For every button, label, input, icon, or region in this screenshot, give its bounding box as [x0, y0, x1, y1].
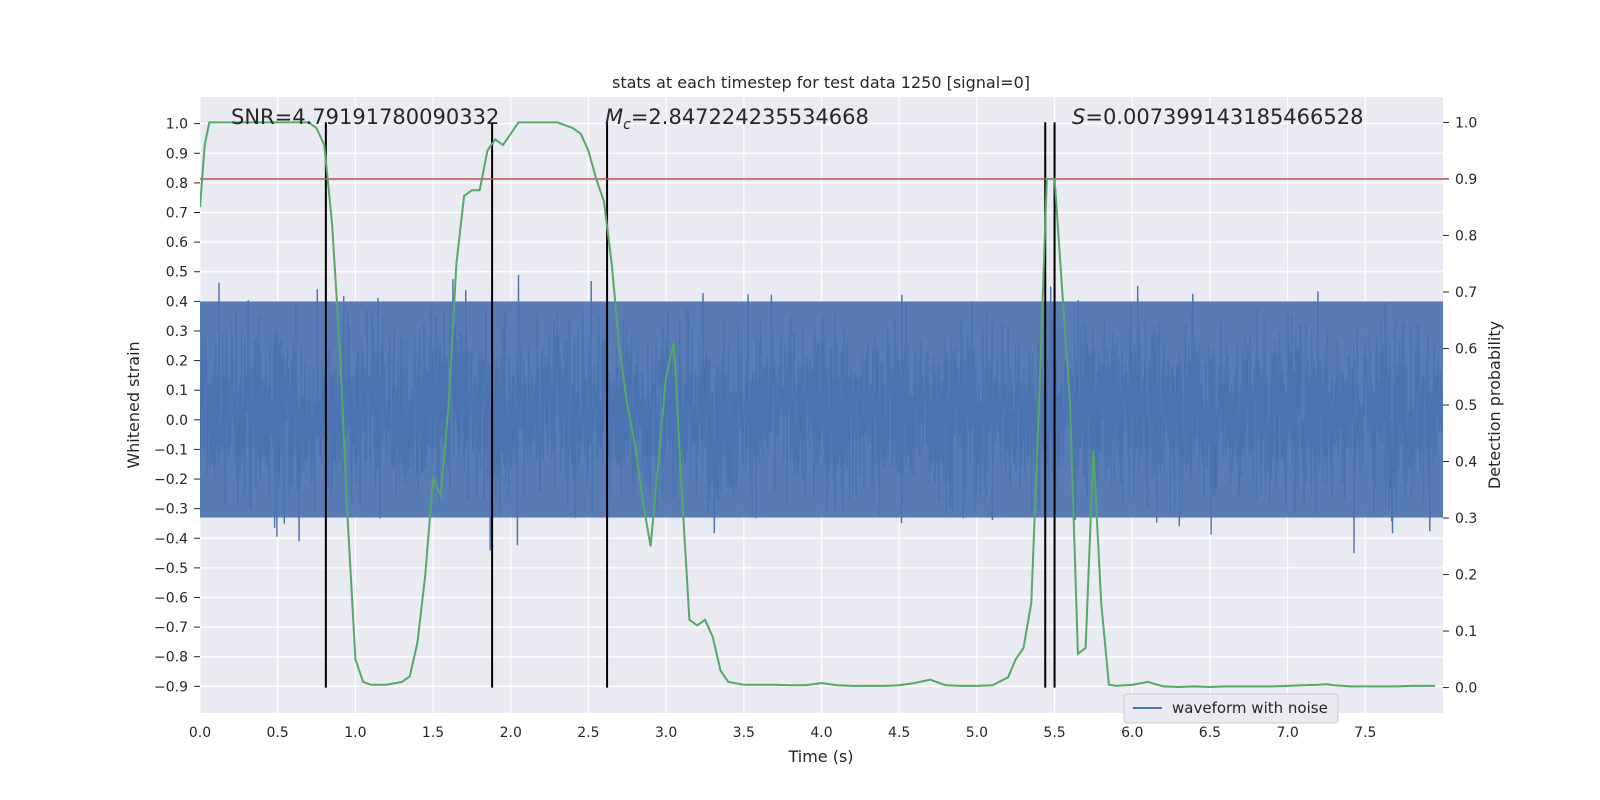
y-right-tick-label: 0.3 — [1455, 511, 1477, 527]
y-tick-label: 0.5 — [166, 265, 188, 281]
chart-title: stats at each timestep for test data 125… — [612, 73, 1030, 92]
x-tick-label: 1.5 — [422, 725, 444, 741]
x-tick-label: 7.5 — [1354, 725, 1376, 741]
y-tick-label: −0.6 — [154, 591, 188, 607]
y-tick-labels: 1.0 0.9 0.8 0.7 0.6 0.5 0.4 0.3 0.2 0.1 0.0 −0.1 −0.… — [154, 117, 200, 695]
s-statistic-annotation: S=0.007399143185466528 — [1072, 105, 1363, 129]
probability-line — [200, 121, 1436, 689]
y-tick-label: 0.0 — [166, 413, 188, 429]
strain-series — [200, 274, 1443, 554]
y-tick-label: 0.4 — [166, 294, 188, 310]
x-tick-label: 4.5 — [888, 725, 910, 741]
x-tick-label: 6.0 — [1121, 725, 1143, 741]
y-right-tick-label: 0.0 — [1455, 681, 1477, 697]
x-axis-label: Time (s) — [787, 747, 853, 766]
y-axis-right-label: Detection probability — [1485, 321, 1504, 489]
snr-annotation: SNR=4.79191780090332 — [231, 105, 499, 129]
y-tick-label: 0.7 — [166, 206, 188, 222]
y-tick-label: 1.0 — [166, 117, 188, 133]
x-tick-label: 5.5 — [1043, 725, 1065, 741]
y-tick-label: −0.3 — [154, 502, 188, 518]
x-tick-label: 6.5 — [1199, 725, 1221, 741]
x-tick-label: 3.0 — [655, 725, 677, 741]
y-right-tick-label: 0.4 — [1455, 455, 1477, 471]
x-tick-label: 7.0 — [1276, 725, 1298, 741]
y-tick-label: −0.7 — [154, 620, 188, 636]
y-tick-label: −0.8 — [154, 650, 188, 666]
y-tick-label: −0.1 — [154, 442, 188, 458]
y-tick-label: 0.8 — [166, 176, 188, 192]
y-right-tick-labels: 1.0 0.9 0.8 0.7 0.6 0.5 0.4 0.3 0.2 0.1 0.0 — [1443, 115, 1477, 697]
x-tick-label: 3.5 — [733, 725, 755, 741]
legend: waveform with noise — [1123, 693, 1339, 724]
chirp-mass-annotation: Mc=2.847224235534668 — [605, 105, 869, 133]
x-tick-label: 2.5 — [577, 725, 599, 741]
y-right-tick-label: 0.2 — [1455, 568, 1477, 584]
y-tick-label: 0.3 — [166, 324, 188, 340]
x-tick-label: 2.0 — [500, 725, 522, 741]
x-tick-label: 0.0 — [189, 725, 211, 741]
y-tick-label: −0.9 — [154, 679, 188, 695]
y-tick-label: 0.6 — [166, 235, 188, 251]
y-right-tick-label: 0.1 — [1455, 624, 1477, 640]
y-axis-label: Whitened strain — [124, 341, 143, 468]
x-tick-label: 0.5 — [267, 725, 289, 741]
y-tick-label: 0.1 — [166, 383, 188, 399]
y-tick-label: 0.9 — [166, 146, 188, 162]
strain-band — [200, 301, 1443, 518]
y-tick-label: −0.2 — [154, 472, 188, 488]
legend-label: waveform with noise — [1172, 699, 1328, 717]
x-tick-labels: 0.0 0.5 1.0 1.5 2.0 2.5 3.0 3.5 4.0 4.5 5.0 5.5 6.0 6… — [189, 725, 1377, 741]
x-tick-label: 4.0 — [810, 725, 832, 741]
y-right-tick-label: 0.8 — [1455, 228, 1477, 244]
y-right-tick-label: 0.6 — [1455, 341, 1477, 357]
y-tick-label: −0.5 — [154, 561, 188, 577]
y-right-tick-label: 0.9 — [1455, 172, 1477, 188]
y-right-tick-label: 0.5 — [1455, 398, 1477, 414]
y-tick-label: −0.4 — [154, 531, 188, 547]
x-tick-label: 5.0 — [966, 725, 988, 741]
x-tick-label: 1.0 — [344, 725, 366, 741]
y-right-tick-label: 0.7 — [1455, 285, 1477, 301]
legend-box — [1123, 693, 1339, 724]
y-right-tick-label: 1.0 — [1455, 115, 1477, 131]
y-tick-label: 0.2 — [166, 354, 188, 370]
probability-series — [200, 121, 1436, 689]
